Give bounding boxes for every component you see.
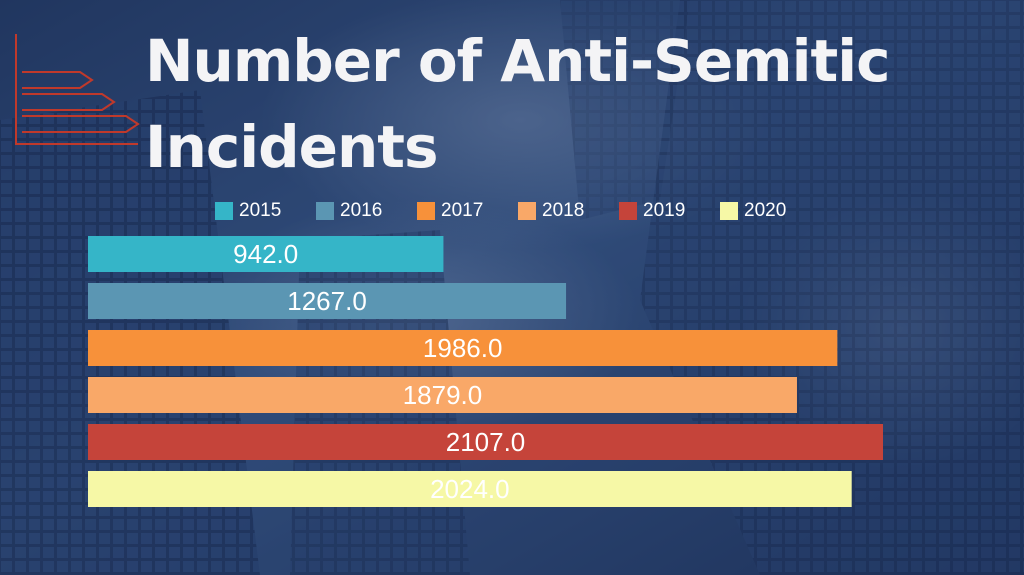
bar-value-label: 2107.0 [446,427,526,457]
legend-label: 2018 [542,200,585,221]
legend-label: 2020 [744,200,787,221]
legend-swatch [215,202,233,220]
bar-value-label: 2024.0 [430,474,510,504]
chart-logo-icon [15,34,140,145]
bar-value-label: 1267.0 [287,286,367,316]
legend-item-2017: 2017 [417,200,518,222]
legend-swatch [417,202,435,220]
legend-item-2015: 2015 [215,200,316,222]
legend: 2015 2016 2017 2018 2019 2020 [215,198,821,224]
legend-swatch [720,202,738,220]
legend-swatch [619,202,637,220]
bar-value-label: 942.0 [233,239,298,269]
bar-2020 [88,471,852,507]
bar-2015 [88,236,444,272]
legend-item-2016: 2016 [316,200,417,222]
legend-label: 2017 [441,200,484,221]
legend-item-2018: 2018 [518,200,619,222]
bar-2018 [88,377,797,413]
legend-item-2020: 2020 [720,200,821,222]
bar-2017 [88,330,838,366]
bar-value-label: 1879.0 [403,380,483,410]
bar-2016 [88,283,567,319]
legend-label: 2015 [239,200,282,221]
legend-label: 2016 [340,200,383,221]
bar-2019 [88,424,883,460]
legend-swatch [316,202,334,220]
legend-label: 2019 [643,200,686,221]
legend-item-2019: 2019 [619,200,720,222]
bar-value-label: 1986.0 [423,333,503,363]
legend-swatch [518,202,536,220]
chart-title: Number of Anti-Semitic Incidents [145,27,890,181]
